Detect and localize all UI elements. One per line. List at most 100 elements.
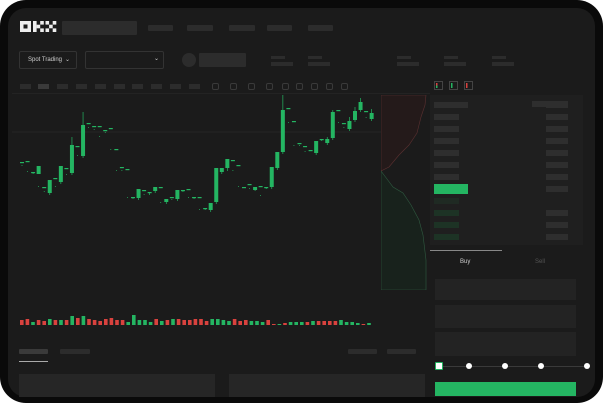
okx-logo bbox=[20, 21, 57, 32]
candle bbox=[131, 197, 135, 199]
candle bbox=[308, 150, 313, 152]
candle bbox=[242, 187, 246, 189]
toolbar-interval-button[interactable] bbox=[38, 84, 49, 89]
nav-item[interactable] bbox=[148, 25, 173, 31]
candle bbox=[364, 111, 369, 118]
buy-button[interactable] bbox=[435, 382, 576, 396]
candle-body bbox=[108, 128, 113, 130]
volume-bar bbox=[328, 321, 332, 325]
toolbar-interval-button[interactable] bbox=[95, 84, 106, 89]
toolbar-tool-icon[interactable] bbox=[311, 83, 318, 90]
toolbar-tool-icon[interactable] bbox=[326, 83, 333, 90]
toolbar-tool-icon[interactable] bbox=[212, 83, 219, 90]
slider-handle[interactable] bbox=[435, 362, 443, 370]
toolbar-tool-icon[interactable] bbox=[296, 83, 303, 90]
nav-item[interactable] bbox=[187, 25, 213, 31]
candle bbox=[169, 197, 174, 200]
amount-slider[interactable] bbox=[439, 366, 587, 367]
candle bbox=[136, 189, 141, 200]
candle bbox=[353, 107, 357, 122]
slider-mark-50[interactable] bbox=[502, 363, 508, 369]
volume-bar bbox=[53, 320, 58, 325]
volume-bar bbox=[76, 318, 80, 325]
volume-bar bbox=[283, 323, 287, 325]
volume-bar bbox=[333, 321, 338, 325]
toolbar-interval-button[interactable] bbox=[151, 84, 162, 89]
slider-mark-100[interactable] bbox=[584, 363, 590, 369]
candle-body bbox=[214, 168, 219, 202]
slider-mark-75[interactable] bbox=[538, 363, 544, 369]
candle-body bbox=[153, 187, 158, 191]
volume-bar bbox=[64, 320, 69, 325]
toolbar-tool-icon[interactable] bbox=[266, 83, 273, 90]
candle bbox=[325, 137, 330, 145]
toolbar-interval-button[interactable] bbox=[189, 84, 200, 89]
total-input[interactable] bbox=[435, 332, 576, 356]
ask-price bbox=[434, 138, 459, 144]
volume-bar bbox=[193, 319, 198, 325]
volume-bar bbox=[350, 322, 354, 325]
candle-body bbox=[164, 199, 169, 202]
candle-body bbox=[169, 197, 174, 199]
bid-price bbox=[434, 234, 459, 240]
volume-bar bbox=[294, 322, 298, 325]
stat-value bbox=[444, 62, 466, 66]
candle bbox=[64, 168, 69, 175]
candle-body bbox=[341, 123, 346, 125]
candle-body bbox=[330, 112, 335, 138]
volume-bar bbox=[104, 319, 108, 325]
orderbook-view-toggles[interactable] bbox=[434, 81, 474, 91]
filter-button[interactable] bbox=[387, 349, 416, 354]
candlestick-chart[interactable] bbox=[12, 95, 382, 335]
trade-mode-select[interactable]: Spot Trading ⌄ bbox=[19, 51, 77, 69]
search-bar[interactable] bbox=[62, 21, 137, 35]
candle bbox=[330, 110, 335, 140]
candle bbox=[119, 167, 124, 171]
volume-bar bbox=[232, 319, 237, 325]
candle bbox=[25, 161, 30, 172]
toolbar-tool-icon[interactable] bbox=[230, 83, 237, 90]
volume-bar bbox=[238, 321, 242, 325]
nav-item[interactable] bbox=[229, 25, 255, 31]
volume-bar bbox=[109, 318, 114, 325]
candle bbox=[42, 187, 47, 192]
tab-buy[interactable]: Buy bbox=[460, 259, 471, 265]
amount-input[interactable] bbox=[435, 305, 576, 328]
slider-mark-25[interactable] bbox=[466, 363, 472, 369]
stat-label bbox=[271, 56, 285, 59]
stat-label bbox=[492, 56, 506, 59]
candle-body bbox=[225, 159, 230, 168]
toolbar-interval-button[interactable] bbox=[170, 84, 181, 89]
tab-indicator bbox=[19, 361, 48, 362]
candle bbox=[142, 190, 147, 195]
toolbar-interval-button[interactable] bbox=[76, 84, 87, 89]
volume-bar bbox=[344, 322, 349, 325]
toolbar-interval-button[interactable] bbox=[57, 84, 68, 89]
toolbar-interval-button[interactable] bbox=[20, 84, 31, 89]
toolbar-interval-button[interactable] bbox=[114, 84, 125, 89]
nav-item[interactable] bbox=[267, 25, 292, 31]
tab-open-orders[interactable] bbox=[19, 349, 48, 354]
ask-size bbox=[546, 126, 568, 132]
ask-size bbox=[546, 150, 568, 156]
candle-body bbox=[103, 130, 108, 132]
toolbar-tool-icon[interactable] bbox=[282, 83, 289, 90]
volume-bar bbox=[249, 321, 254, 325]
filter-button[interactable] bbox=[348, 349, 377, 354]
tab-order-history[interactable] bbox=[60, 349, 90, 354]
candle-body bbox=[291, 121, 296, 123]
candle-body bbox=[203, 208, 208, 210]
candle bbox=[236, 165, 241, 187]
nav-item[interactable] bbox=[308, 25, 333, 31]
candle-body bbox=[147, 192, 152, 194]
candle bbox=[192, 197, 197, 199]
price-input[interactable] bbox=[435, 279, 576, 300]
pair-select[interactable]: ⌄ bbox=[85, 51, 164, 69]
volume-bar bbox=[120, 320, 125, 325]
toolbar-tool-icon[interactable] bbox=[341, 83, 348, 90]
volume-bar bbox=[132, 315, 136, 325]
toolbar-interval-button[interactable] bbox=[132, 84, 143, 89]
view-asks-icon bbox=[464, 81, 473, 90]
toolbar-tool-icon[interactable] bbox=[248, 83, 255, 90]
tab-sell[interactable]: Sell bbox=[535, 259, 546, 265]
